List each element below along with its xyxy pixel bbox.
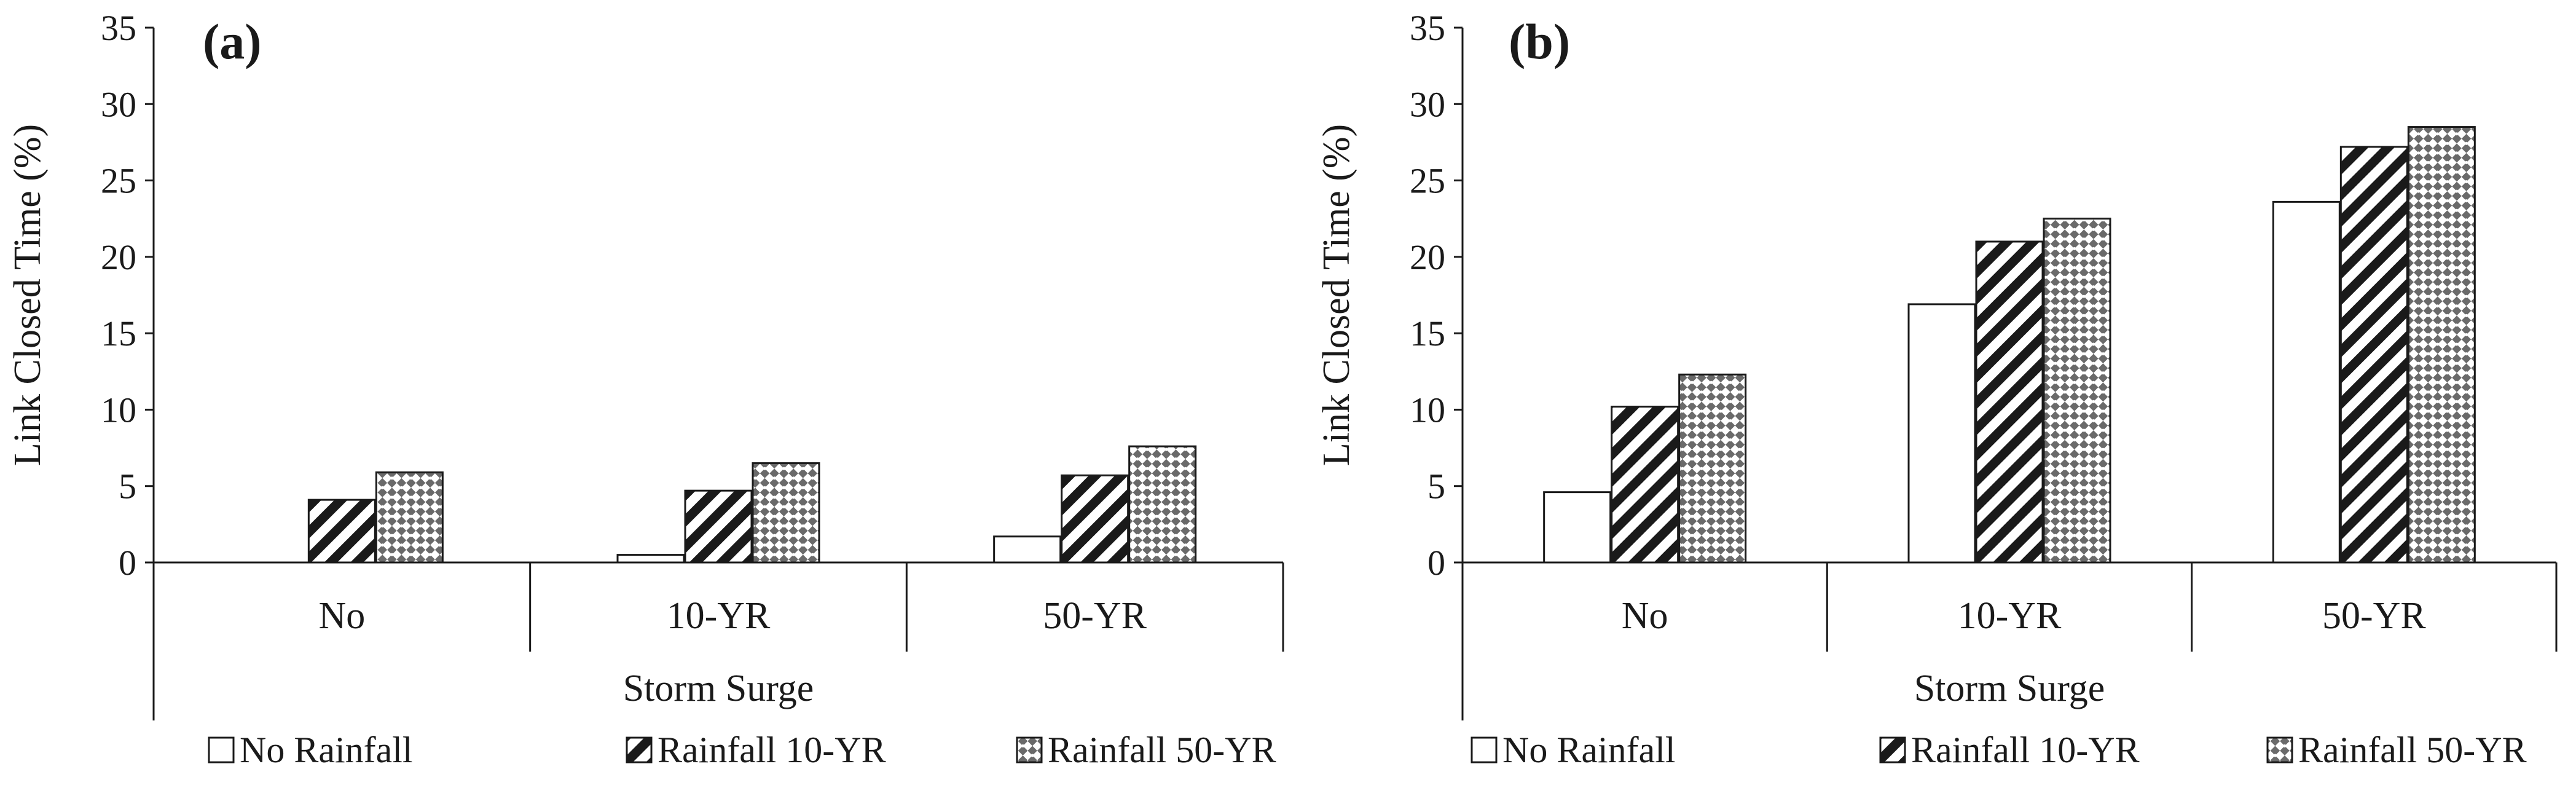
y-tick-label: 25 — [101, 161, 136, 201]
legend-label: No Rainfall — [1502, 730, 1676, 770]
x-tick-label: 10-YR — [1958, 595, 2062, 637]
y-axis-title: Link Closed Time (%) — [7, 124, 49, 466]
x-tick-label: 10-YR — [667, 595, 771, 637]
bar-rainfall-10-yr-10-yr — [1975, 240, 2044, 564]
bar-no-rainfall-10-yr — [1907, 303, 1976, 564]
y-tick-label: 10 — [1410, 390, 1445, 430]
y-tick-label: 20 — [101, 237, 136, 277]
x-axis-title: Storm Surge — [1914, 668, 2105, 709]
bar-no-rainfall-50-yr — [993, 535, 1062, 564]
panel-a: 0 5 10 15 20 25 30 35 No 10-YR 50-YR Storm Surge Lin… — [7, 8, 1284, 770]
bar-rainfall-50-yr-10-yr — [752, 462, 820, 564]
y-tick-label: 20 — [1410, 237, 1445, 277]
y-tick-label: 30 — [101, 84, 136, 124]
bar-rainfall-50-yr-no — [375, 471, 444, 564]
legend-label: Rainfall 10-YR — [1911, 730, 2140, 770]
y-tick-label: 5 — [1427, 467, 1445, 507]
y-tick-label: 35 — [101, 8, 136, 48]
panel-label: (b) — [1509, 14, 1570, 69]
legend-label: Rainfall 50-YR — [2298, 730, 2527, 770]
panel-label: (a) — [203, 14, 262, 69]
y-tick-label: 10 — [101, 390, 136, 430]
y-axis-title: Link Closed Time (%) — [1316, 124, 1357, 466]
legend-swatch-rainfall-50-yr — [1016, 736, 1043, 763]
x-axis-title: Storm Surge — [623, 668, 814, 709]
bar-rainfall-50-yr-50-yr — [1128, 445, 1197, 564]
bar-rainfall-50-yr-no — [1678, 373, 1747, 564]
y-tick-label: 25 — [1410, 161, 1445, 201]
legend-swatch-no-rainfall — [208, 736, 235, 763]
legend-label: No Rainfall — [240, 730, 413, 770]
y-tick-label: 15 — [1410, 314, 1445, 353]
x-tick-label: 50-YR — [2322, 595, 2426, 637]
bar-rainfall-10-yr-10-yr — [684, 489, 753, 564]
bar-no-rainfall-50-yr — [2272, 200, 2341, 564]
bar-rainfall-10-yr-50-yr — [1061, 474, 1129, 564]
y-tick-label: 0 — [1427, 543, 1445, 583]
legend: No Rainfall Rainfall 10-YR Rainfall 50-YR — [208, 730, 1276, 770]
bar-rainfall-10-yr-no — [1611, 405, 1679, 564]
y-tick-label: 35 — [1410, 8, 1445, 48]
legend-label: Rainfall 10-YR — [658, 730, 886, 770]
y-tick-label: 30 — [1410, 84, 1445, 124]
legend-label: Rainfall 50-YR — [1048, 730, 1276, 770]
panel-b: 0 5 10 15 20 25 30 35 No 10-YR 50-YR Storm Surge Lin… — [1316, 8, 2558, 770]
x-tick-label: No — [318, 595, 365, 637]
y-tick-label: 0 — [119, 543, 136, 583]
legend-swatch-rainfall-10-yr — [1879, 736, 1906, 763]
bar-rainfall-10-yr-no — [307, 499, 376, 564]
x-tick-label: No — [1622, 595, 1668, 637]
bar-no-rainfall-10-yr — [616, 554, 685, 564]
y-tick-label: 5 — [119, 467, 136, 507]
legend-swatch-no-rainfall — [1471, 736, 1498, 763]
x-tick-label: 50-YR — [1043, 595, 1147, 637]
bar-rainfall-10-yr-50-yr — [2339, 146, 2408, 564]
legend-swatch-rainfall-50-yr — [2266, 736, 2293, 763]
legend: No Rainfall Rainfall 10-YR Rainfall 50-YR — [1471, 730, 2527, 770]
bar-rainfall-50-yr-50-yr — [2407, 126, 2476, 564]
y-tick-label: 15 — [101, 314, 136, 353]
bar-rainfall-50-yr-10-yr — [2043, 218, 2111, 564]
bar-no-rainfall-no — [1543, 491, 1612, 564]
legend-swatch-rainfall-10-yr — [626, 736, 653, 763]
